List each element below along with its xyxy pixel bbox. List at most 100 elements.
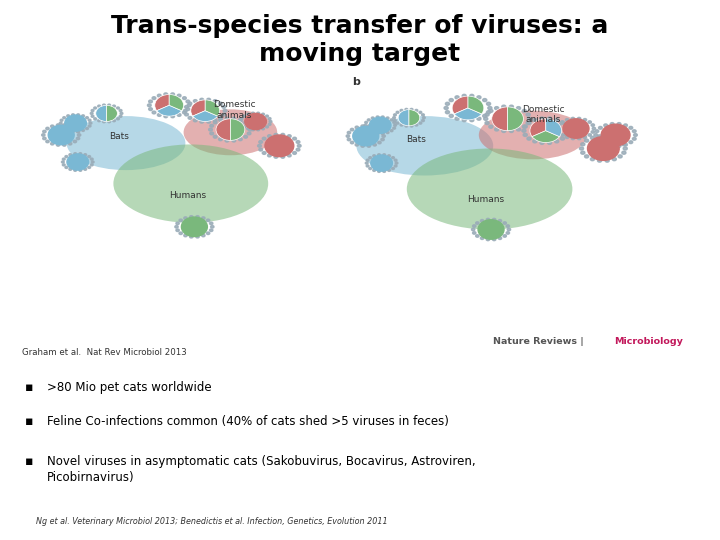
Circle shape (262, 152, 266, 154)
Circle shape (177, 113, 181, 117)
Circle shape (571, 137, 575, 140)
Circle shape (261, 113, 264, 116)
Circle shape (71, 130, 74, 132)
Circle shape (46, 127, 49, 130)
Circle shape (390, 130, 393, 132)
Circle shape (632, 130, 636, 133)
Circle shape (365, 162, 368, 164)
Circle shape (392, 167, 395, 170)
Circle shape (89, 125, 91, 127)
Circle shape (583, 136, 587, 138)
Circle shape (60, 119, 63, 122)
Circle shape (63, 117, 66, 119)
Circle shape (209, 128, 212, 131)
Circle shape (61, 161, 64, 163)
Circle shape (557, 127, 560, 130)
Circle shape (629, 141, 633, 144)
Circle shape (396, 122, 399, 124)
Text: b: b (353, 77, 360, 87)
Circle shape (76, 130, 80, 133)
Circle shape (395, 159, 397, 161)
Circle shape (604, 143, 608, 146)
Circle shape (179, 219, 182, 221)
Circle shape (247, 124, 251, 127)
Circle shape (98, 105, 101, 107)
Circle shape (480, 220, 484, 222)
Circle shape (179, 232, 182, 234)
Wedge shape (409, 110, 420, 126)
Wedge shape (452, 96, 468, 114)
Circle shape (585, 139, 589, 142)
Circle shape (523, 125, 527, 128)
Circle shape (232, 139, 235, 142)
Text: Trans-species transfer of viruses: a
moving target: Trans-species transfer of viruses: a mov… (112, 14, 608, 66)
Circle shape (257, 129, 260, 131)
Circle shape (183, 111, 186, 114)
Circle shape (478, 220, 504, 239)
Circle shape (171, 93, 174, 96)
Circle shape (387, 155, 390, 157)
Wedge shape (530, 119, 546, 137)
Circle shape (91, 115, 94, 117)
Circle shape (455, 96, 459, 99)
Circle shape (73, 127, 76, 130)
Circle shape (554, 140, 559, 143)
Circle shape (50, 125, 54, 127)
Circle shape (410, 125, 413, 127)
Circle shape (112, 105, 115, 107)
Circle shape (577, 117, 581, 120)
Circle shape (540, 141, 544, 144)
Circle shape (583, 119, 587, 121)
Circle shape (194, 119, 197, 122)
Circle shape (148, 100, 153, 103)
Circle shape (585, 155, 589, 158)
Circle shape (293, 152, 297, 154)
Circle shape (266, 115, 269, 117)
Wedge shape (96, 105, 107, 122)
Circle shape (394, 119, 396, 122)
Circle shape (207, 98, 210, 101)
Circle shape (247, 127, 250, 130)
Circle shape (102, 104, 105, 106)
Circle shape (605, 135, 609, 138)
Circle shape (598, 159, 602, 162)
Circle shape (365, 122, 367, 124)
Circle shape (148, 107, 153, 111)
Circle shape (364, 124, 366, 126)
Circle shape (84, 154, 86, 156)
Circle shape (565, 119, 569, 121)
Circle shape (472, 232, 476, 234)
Wedge shape (508, 107, 523, 131)
Circle shape (347, 131, 351, 134)
Circle shape (486, 218, 490, 221)
Circle shape (293, 137, 297, 140)
Circle shape (94, 107, 96, 109)
Circle shape (366, 159, 369, 161)
Circle shape (477, 96, 481, 99)
Circle shape (268, 134, 271, 138)
Circle shape (561, 121, 564, 123)
Circle shape (383, 170, 386, 172)
Circle shape (547, 141, 552, 144)
Text: Humans: Humans (168, 191, 206, 200)
Circle shape (355, 126, 359, 129)
Circle shape (152, 111, 156, 114)
Circle shape (523, 133, 527, 137)
Circle shape (462, 119, 467, 122)
Circle shape (42, 137, 46, 140)
Circle shape (65, 156, 68, 158)
Circle shape (378, 141, 381, 144)
Circle shape (487, 102, 490, 105)
Circle shape (386, 117, 389, 119)
Circle shape (213, 119, 217, 122)
Circle shape (527, 117, 531, 120)
Circle shape (91, 161, 94, 163)
Circle shape (557, 124, 561, 126)
Circle shape (506, 232, 510, 234)
Circle shape (509, 105, 513, 108)
Circle shape (382, 132, 384, 134)
Circle shape (372, 131, 374, 133)
Circle shape (77, 130, 80, 132)
Circle shape (63, 158, 65, 160)
Circle shape (394, 124, 397, 126)
